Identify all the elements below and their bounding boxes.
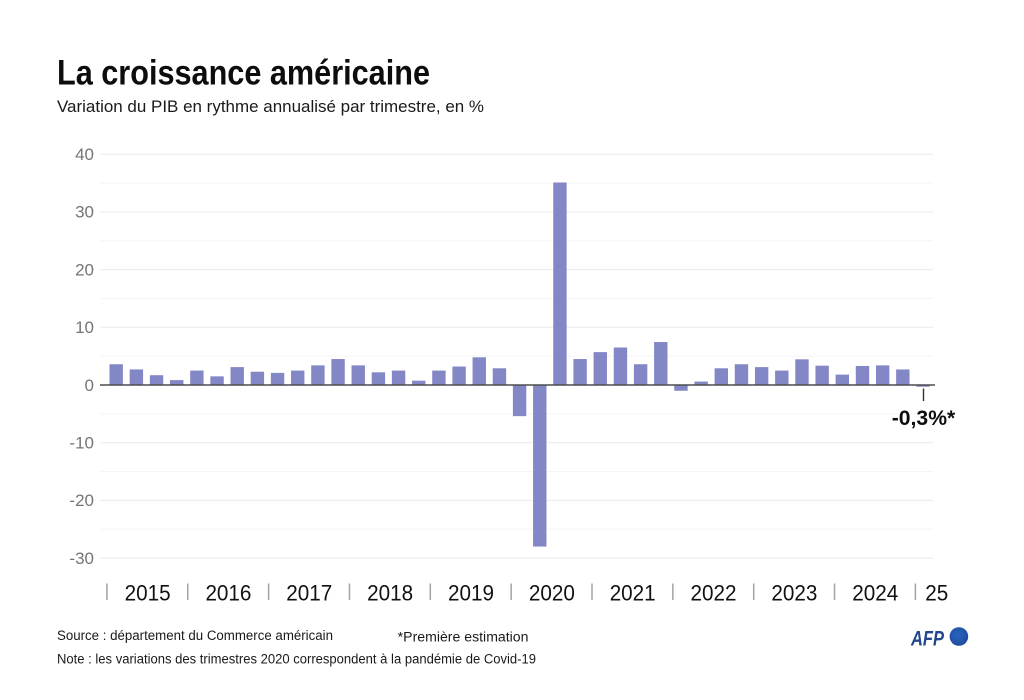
svg-text:2016: 2016 <box>205 581 251 606</box>
svg-text:2015: 2015 <box>125 581 171 606</box>
svg-text:-0,3%*: -0,3%* <box>892 406 956 430</box>
svg-text:10: 10 <box>75 318 94 337</box>
svg-text:2017: 2017 <box>286 581 332 606</box>
svg-text:2021: 2021 <box>610 581 656 606</box>
svg-text:2022: 2022 <box>691 581 737 606</box>
svg-text:*Première estimation: *Première estimation <box>398 630 529 645</box>
svg-text:-30: -30 <box>69 549 94 568</box>
svg-text:2023: 2023 <box>771 581 817 606</box>
svg-text:2020: 2020 <box>529 581 575 606</box>
svg-text:40: 40 <box>75 145 94 164</box>
svg-text:AFP: AFP <box>910 627 944 651</box>
svg-text:25: 25 <box>925 581 948 606</box>
svg-text:La croissance américaine: La croissance américaine <box>57 54 430 93</box>
svg-text:20: 20 <box>75 260 94 279</box>
svg-text:Note : les variations des trim: Note : les variations des trimestres 202… <box>57 652 536 667</box>
svg-text:0: 0 <box>85 376 94 395</box>
svg-text:30: 30 <box>75 203 94 222</box>
svg-text:-20: -20 <box>69 491 94 510</box>
svg-text:2024: 2024 <box>852 581 898 606</box>
svg-text:2019: 2019 <box>448 581 494 606</box>
svg-text:Source : département du Commer: Source : département du Commerce américa… <box>57 628 333 643</box>
svg-text:-10: -10 <box>69 434 94 453</box>
svg-text:2018: 2018 <box>367 581 413 606</box>
svg-text:Variation du PIB en rythme ann: Variation du PIB en rythme annualisé par… <box>57 98 484 116</box>
